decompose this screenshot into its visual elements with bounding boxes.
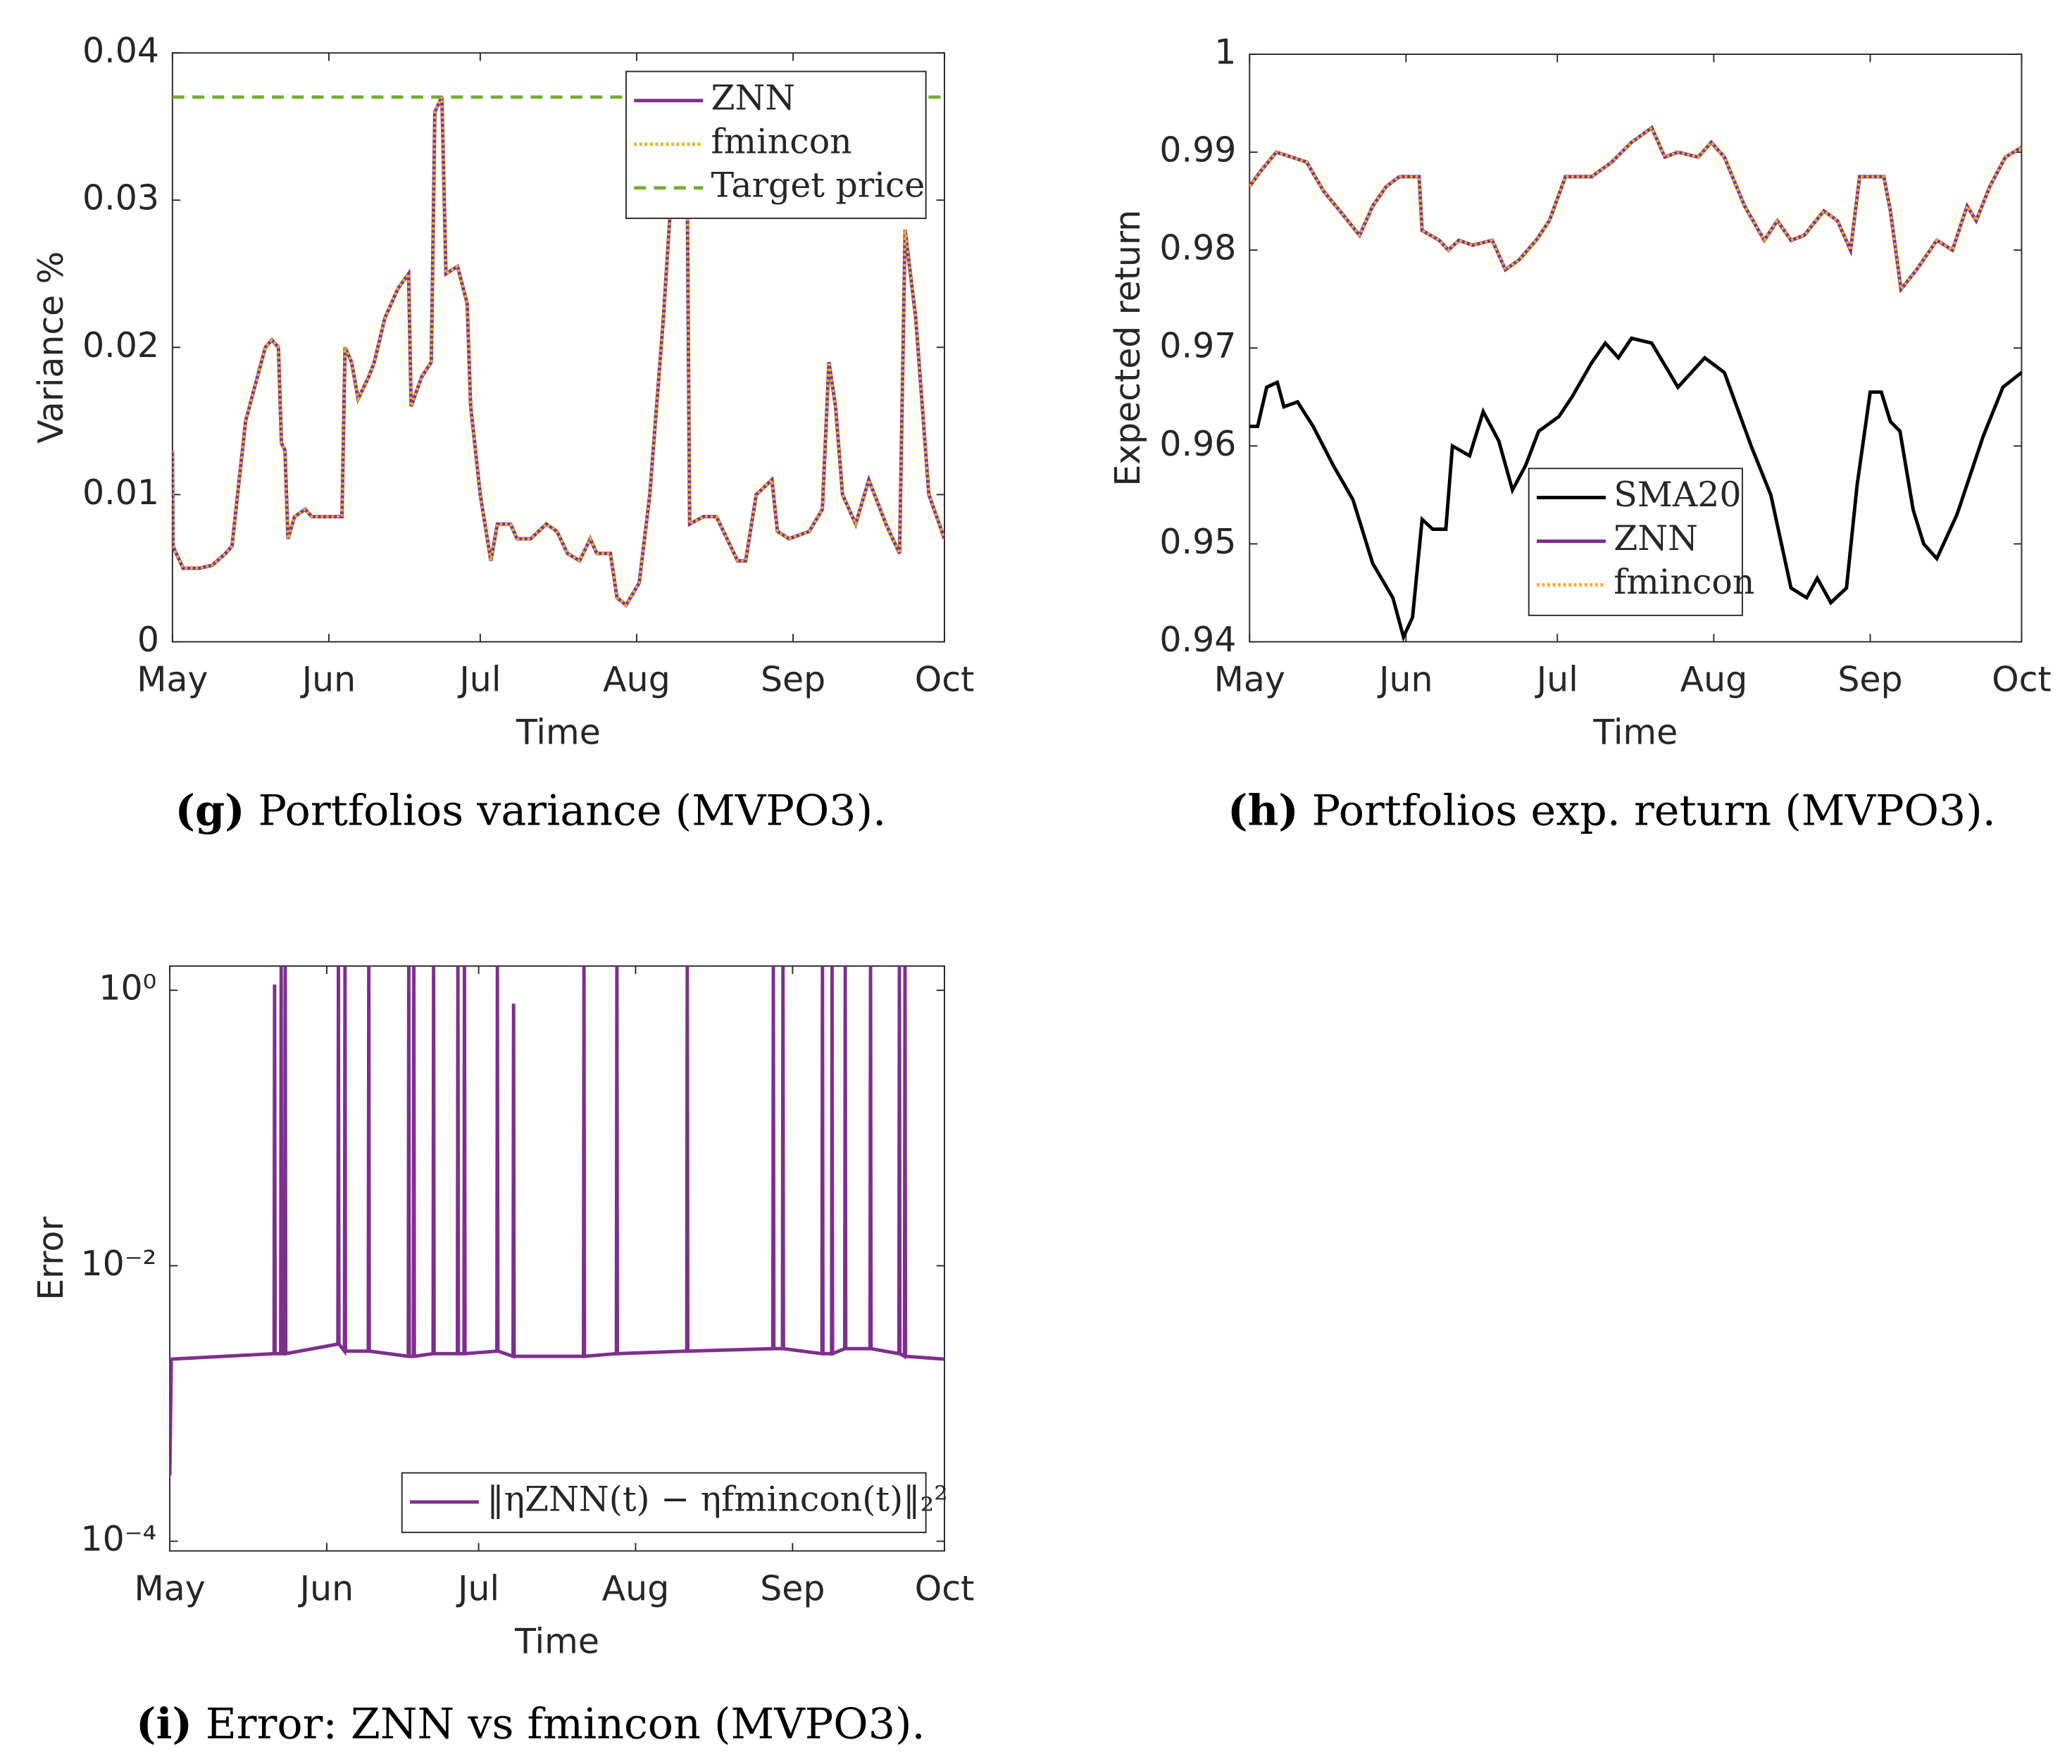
x-tick-label: Aug [603,659,670,699]
x-tick-label: Oct [1992,659,2052,699]
x-tick-label: Jun [298,1568,354,1608]
legend-label: SMA20 [1614,475,1741,515]
y-axis-label: Variance % [31,251,71,444]
series-line [170,965,945,1476]
y-tick-label: 10⁻⁴ [80,1519,156,1559]
legend-box [401,1472,927,1534]
y-tick-label: 0.95 [1159,522,1236,562]
caption: (g) Portfolios variance (MVPO3). [175,785,886,835]
x-tick-label: Jul [456,1568,499,1608]
x-tick-label: Aug [602,1568,670,1608]
x-tick-label: Oct [915,659,975,699]
x-tick-label: Sep [760,1568,825,1608]
caption: (h) Portfolios exp. return (MVPO3). [1228,785,1996,835]
y-tick-label: 10⁰ [99,968,156,1008]
legend-label: ZNN [711,77,796,118]
x-tick-label: Jun [300,659,356,699]
caption-label: (i) [136,1699,192,1749]
x-tick-label: Jul [457,659,501,699]
x-tick-label: Sep [761,659,825,699]
y-tick-label: 0.97 [1159,326,1236,366]
legend-label: Target price [711,165,925,205]
caption: (i) Error: ZNN vs fmincon (MVPO3). [136,1699,925,1749]
plot-area [169,965,945,1552]
y-tick-label: 1 [1214,32,1236,73]
x-axis-label: Time [516,713,601,753]
series-line [172,96,945,607]
y-tick-label: 0.03 [82,178,159,218]
y-tick-label: 0.94 [1159,620,1236,660]
x-axis-label: Time [1592,713,1678,753]
x-tick-label: Sep [1837,659,1902,699]
x-tick-label: May [137,659,208,699]
series-line [1249,336,2022,642]
caption-label: (h) [1228,785,1299,835]
y-tick-label: 0.98 [1159,228,1236,268]
x-tick-label: May [1214,659,1285,699]
legend-label: ZNN [1614,518,1698,558]
y-axis-label: Error [31,1216,71,1301]
y-tick-label: 10⁻² [80,1244,156,1284]
caption-text: Portfolios variance (MVPO3). [258,786,886,835]
caption-text: Error: ZNN vs fmincon (MVPO3). [206,1699,925,1749]
x-tick-label: Aug [1680,659,1748,699]
y-axis-label: Expected return [1108,210,1148,487]
y-tick-label: 0.04 [82,31,159,71]
x-tick-label: Jul [1535,659,1578,699]
x-tick-label: May [134,1568,205,1608]
x-tick-label: Jun [1377,659,1433,699]
y-tick-label: 0 [137,620,159,660]
legend-label: ‖ηZNN(t) − ηfmincon(t)‖₂² [487,1479,948,1519]
legend-label: fmincon [711,121,852,161]
y-tick-label: 0.01 [82,473,159,513]
y-tick-label: 0.02 [82,325,159,365]
y-tick-label: 0.99 [1159,130,1236,170]
caption-label: (g) [175,785,244,835]
x-axis-label: Time [514,1622,599,1662]
series-line [1249,125,2022,294]
legend-box [625,70,927,220]
y-tick-label: 0.96 [1159,424,1236,464]
legend-label: fmincon [1614,562,1754,602]
x-tick-label: Oct [915,1568,975,1608]
caption-text: Portfolios exp. return (MVPO3). [1312,786,1996,835]
